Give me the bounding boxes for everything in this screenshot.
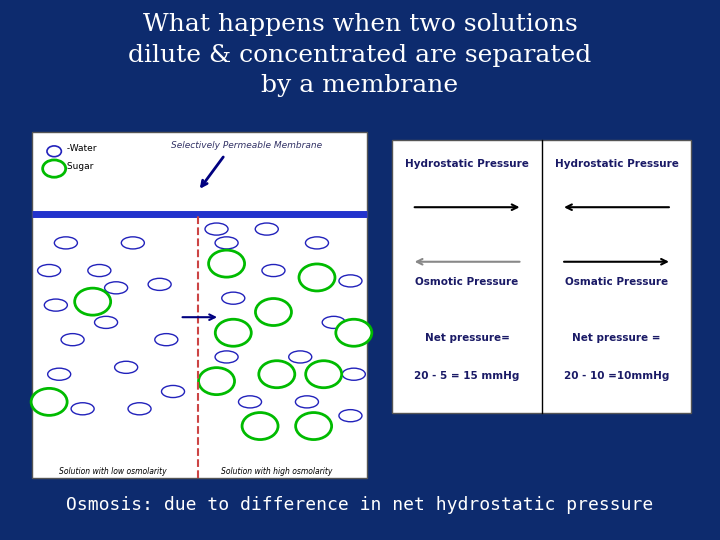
Ellipse shape — [48, 368, 71, 380]
Circle shape — [209, 250, 245, 277]
Text: Solution with low osmolarity: Solution with low osmolarity — [59, 467, 166, 476]
Ellipse shape — [222, 292, 245, 304]
Circle shape — [256, 299, 292, 326]
Circle shape — [215, 319, 251, 346]
Ellipse shape — [215, 351, 238, 363]
Text: Selectively Permeable Membrane: Selectively Permeable Membrane — [171, 141, 323, 150]
Text: Hydrostatic Pressure: Hydrostatic Pressure — [554, 159, 678, 170]
Text: 20 - 5 = 15 mmHg: 20 - 5 = 15 mmHg — [415, 371, 520, 381]
Ellipse shape — [205, 223, 228, 235]
Bar — [392, 140, 691, 413]
Circle shape — [199, 368, 235, 395]
Ellipse shape — [128, 403, 151, 415]
Ellipse shape — [37, 265, 60, 276]
Circle shape — [306, 361, 342, 388]
Ellipse shape — [238, 396, 261, 408]
Circle shape — [296, 413, 332, 440]
Ellipse shape — [255, 223, 278, 235]
Circle shape — [299, 264, 335, 291]
Ellipse shape — [55, 237, 78, 249]
Ellipse shape — [61, 334, 84, 346]
Circle shape — [42, 160, 66, 177]
Ellipse shape — [339, 275, 362, 287]
Ellipse shape — [262, 265, 285, 276]
Ellipse shape — [155, 334, 178, 346]
Ellipse shape — [323, 316, 346, 328]
Ellipse shape — [45, 299, 68, 311]
Circle shape — [47, 146, 61, 157]
Text: Net pressure=: Net pressure= — [425, 333, 510, 343]
Ellipse shape — [215, 237, 238, 249]
Circle shape — [336, 319, 372, 346]
Ellipse shape — [342, 368, 365, 380]
Circle shape — [31, 388, 67, 415]
Ellipse shape — [289, 351, 312, 363]
Text: Hydrostatic Pressure: Hydrostatic Pressure — [405, 159, 529, 170]
Ellipse shape — [161, 386, 184, 397]
Text: 20 - 10 =10mmHg: 20 - 10 =10mmHg — [564, 371, 669, 381]
Text: Solution with high osmolarity: Solution with high osmolarity — [221, 467, 333, 476]
Text: Osmotic Pressure: Osmotic Pressure — [415, 276, 518, 287]
Text: Net pressure =: Net pressure = — [572, 333, 661, 343]
Text: Osmatic Pressure: Osmatic Pressure — [565, 276, 668, 287]
Ellipse shape — [305, 237, 328, 249]
Circle shape — [258, 361, 294, 388]
Text: -Water: -Water — [64, 144, 96, 153]
Ellipse shape — [121, 237, 145, 249]
Ellipse shape — [148, 278, 171, 291]
Text: Osmosis: due to difference in net hydrostatic pressure: Osmosis: due to difference in net hydros… — [66, 496, 654, 514]
Ellipse shape — [339, 410, 362, 422]
Text: What happens when two solutions
dilute & concentrated are separated
by a membran: What happens when two solutions dilute &… — [128, 14, 592, 97]
Ellipse shape — [71, 403, 94, 415]
Ellipse shape — [94, 316, 117, 328]
Ellipse shape — [88, 265, 111, 276]
Ellipse shape — [104, 282, 127, 294]
Text: Sugar: Sugar — [64, 163, 94, 171]
Circle shape — [75, 288, 111, 315]
Bar — [32, 132, 367, 478]
Ellipse shape — [114, 361, 138, 373]
Ellipse shape — [295, 396, 318, 408]
Circle shape — [242, 413, 278, 440]
